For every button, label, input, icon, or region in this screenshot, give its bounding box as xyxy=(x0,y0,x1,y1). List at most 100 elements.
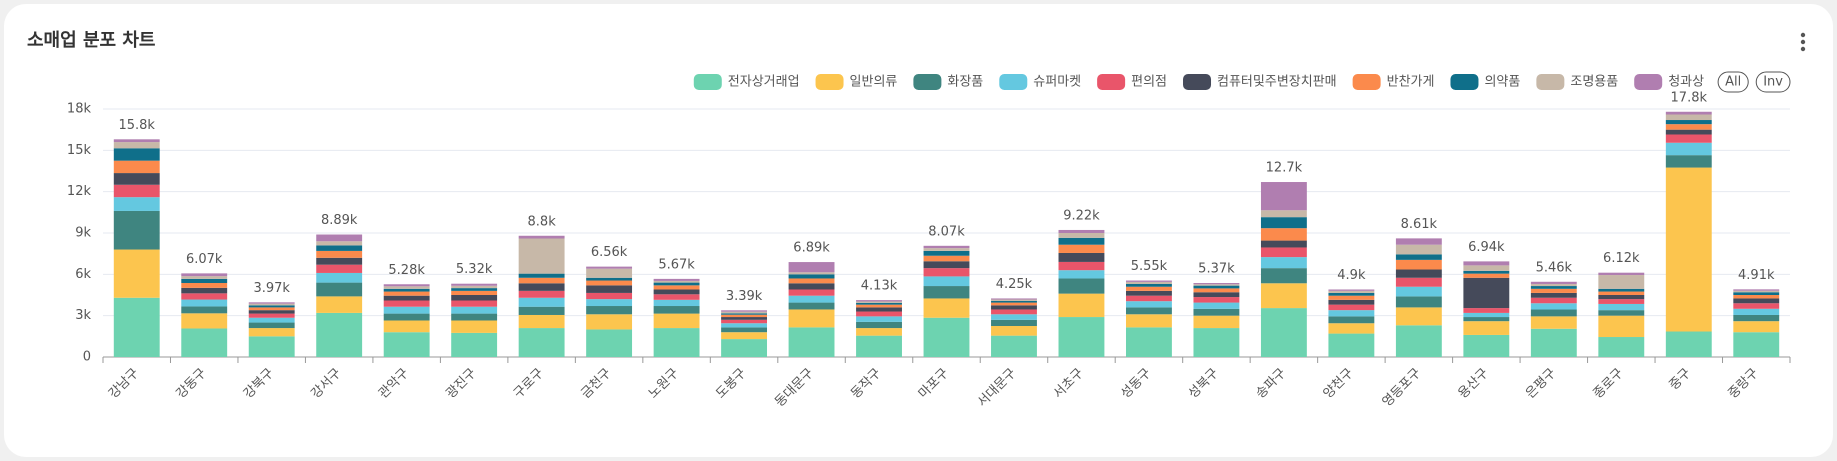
bar-segment xyxy=(181,278,228,284)
legend-swatch[interactable] xyxy=(913,74,942,90)
bar-segment xyxy=(1058,270,1105,279)
legend-button-label[interactable]: Inv xyxy=(1763,75,1783,90)
legend-label[interactable]: 편의점 xyxy=(1131,75,1167,90)
bar-segment xyxy=(586,292,633,300)
bar-segment xyxy=(856,311,902,317)
bar-segment xyxy=(721,332,768,340)
bar-segment xyxy=(1395,259,1442,270)
legend-swatch[interactable] xyxy=(693,74,722,90)
legend-swatch[interactable] xyxy=(1536,74,1565,90)
total-label: 5.67k xyxy=(658,257,695,272)
bar-segment xyxy=(181,328,228,357)
bar-segment xyxy=(1125,327,1172,357)
bar-segment xyxy=(383,288,430,292)
bar-segment xyxy=(1530,303,1577,310)
bar-segment xyxy=(721,310,768,312)
bar-segment xyxy=(248,328,295,337)
legend-swatch[interactable] xyxy=(1352,74,1381,90)
bar-segment xyxy=(316,250,363,258)
bar-segment xyxy=(1058,244,1105,253)
bar-segment xyxy=(1530,286,1577,289)
bar-segment xyxy=(518,314,565,329)
legend-swatch[interactable] xyxy=(815,74,844,90)
bar-segment xyxy=(856,307,902,312)
bar-segment xyxy=(1733,295,1780,299)
bar-segment xyxy=(518,297,565,307)
bar-segment xyxy=(653,294,700,300)
bar-segment xyxy=(1733,332,1780,357)
bar-segment xyxy=(991,300,1037,303)
bar-segment xyxy=(248,336,295,357)
legend-label[interactable]: 의약품 xyxy=(1484,75,1520,90)
bar-segment xyxy=(1530,281,1577,284)
legend-button-label[interactable]: All xyxy=(1725,75,1741,90)
bar-segment xyxy=(1463,334,1510,357)
legend-swatch[interactable] xyxy=(1634,74,1663,90)
total-label: 4.9k xyxy=(1337,268,1366,283)
bar-segment xyxy=(653,328,700,357)
bar-segment xyxy=(1530,309,1577,317)
bar-segment xyxy=(586,306,633,315)
bar-segment xyxy=(991,335,1037,357)
legend-label[interactable]: 청과상 xyxy=(1668,75,1704,90)
y-tick-label: 18k xyxy=(67,102,92,117)
legend-swatch[interactable] xyxy=(999,74,1028,90)
bar-segment xyxy=(1598,299,1645,304)
legend-button[interactable] xyxy=(1755,71,1791,93)
legend-swatch[interactable] xyxy=(1097,74,1126,90)
bar-segment xyxy=(113,139,160,143)
legend-label[interactable]: 조명용품 xyxy=(1570,75,1618,90)
bar-segment xyxy=(1125,290,1172,296)
legend-label[interactable]: 일반의류 xyxy=(850,75,898,90)
bar-segment xyxy=(451,295,498,301)
bar-segment xyxy=(316,296,363,313)
legend-label[interactable]: 반찬가게 xyxy=(1387,75,1435,90)
bar-segment xyxy=(383,320,430,333)
bar-segment xyxy=(1463,317,1510,322)
menu-icon[interactable] xyxy=(1800,32,1806,52)
bar-segment xyxy=(1665,134,1712,143)
legend-label[interactable]: 화장품 xyxy=(947,75,983,90)
bar-segment xyxy=(653,282,700,286)
bar-segment xyxy=(1598,303,1645,311)
bar-segment xyxy=(1058,237,1105,245)
bar-segment xyxy=(1058,278,1105,294)
bar-segment xyxy=(721,327,768,333)
bar-segment xyxy=(1530,283,1577,287)
bar-segment xyxy=(1598,315,1645,338)
bar-segment xyxy=(721,311,768,314)
bar-segment xyxy=(1530,297,1577,304)
legend-label[interactable]: 전자상거래업 xyxy=(728,75,800,90)
total-label: 5.55k xyxy=(1131,259,1168,274)
bar-segment xyxy=(316,264,363,273)
bar-segment xyxy=(518,235,565,239)
bar-segment xyxy=(586,299,633,307)
bar-segment xyxy=(788,302,835,310)
legend-label[interactable]: 컴퓨터및주변장치판매 xyxy=(1217,75,1337,90)
bar-segment xyxy=(451,320,498,333)
bar-segment xyxy=(1328,295,1375,300)
bar-segment xyxy=(181,283,228,288)
bar-segment xyxy=(1665,124,1712,130)
bar-segment xyxy=(1125,301,1172,308)
bar-segment xyxy=(788,309,835,328)
bar-segment xyxy=(721,317,768,320)
legend-swatch[interactable] xyxy=(1183,74,1212,90)
bar-segment xyxy=(181,306,228,314)
bar-segment xyxy=(1598,310,1645,316)
bar-segment xyxy=(1193,283,1240,285)
legend-button[interactable] xyxy=(1717,71,1749,93)
chart-title: 소매업 분포 차트 xyxy=(27,30,155,51)
bar-segment xyxy=(1598,275,1645,289)
bar-segment xyxy=(451,332,498,357)
bar-segment xyxy=(1260,228,1307,241)
legend-label[interactable]: 슈퍼마켓 xyxy=(1033,75,1081,90)
bar-segment xyxy=(1125,295,1172,302)
bar-segment xyxy=(923,261,970,269)
bar-segment xyxy=(181,273,228,277)
bar-segment xyxy=(1125,283,1172,287)
bar-segment xyxy=(1260,217,1307,229)
bar-segment xyxy=(1395,286,1442,297)
legend-swatch[interactable] xyxy=(1450,74,1479,90)
bar-segment xyxy=(721,323,768,328)
